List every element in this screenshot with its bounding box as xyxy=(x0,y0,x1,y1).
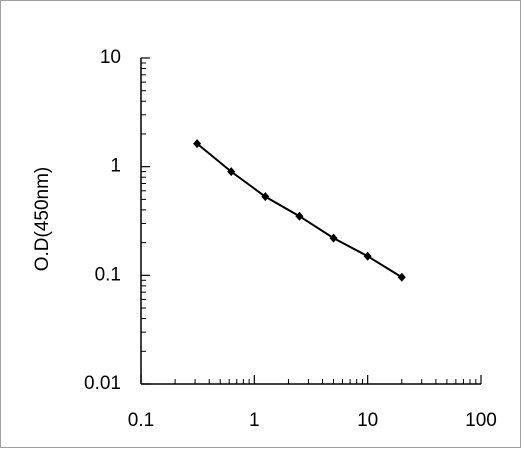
data-point xyxy=(261,192,270,202)
y-tick-label: 0.01 xyxy=(84,373,121,394)
x-tick-label: 10 xyxy=(357,410,378,431)
x-tick-label: 0.1 xyxy=(128,410,154,431)
y-tick-label: 0.1 xyxy=(95,264,121,285)
x-tick-label: 100 xyxy=(465,410,497,431)
y-tick-label: 1 xyxy=(110,156,121,177)
data-point xyxy=(397,272,406,282)
x-tick-label: 1 xyxy=(249,410,260,431)
data-point xyxy=(227,167,236,177)
data-point xyxy=(329,233,338,243)
y-axis-label: O.D(450nm) xyxy=(32,167,53,272)
data-point xyxy=(193,139,202,149)
data-line xyxy=(196,142,403,279)
data-point xyxy=(363,251,372,261)
data-point xyxy=(295,211,304,221)
y-tick-label: 10 xyxy=(100,47,121,68)
